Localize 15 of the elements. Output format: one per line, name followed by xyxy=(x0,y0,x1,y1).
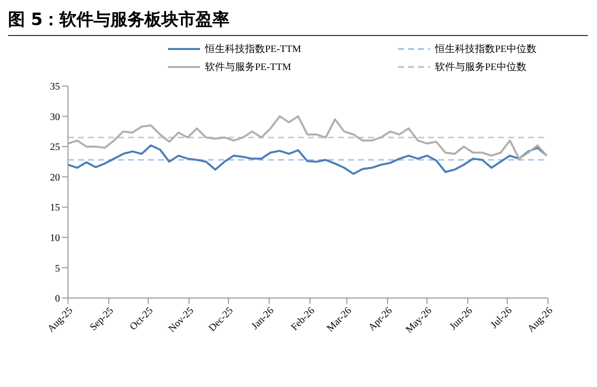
y-tick-label: 25 xyxy=(50,142,60,154)
y-tick-label: 20 xyxy=(50,172,60,184)
line-series xyxy=(68,115,548,160)
y-tick-label: 35 xyxy=(50,82,60,93)
legend-label: 恒生科技指数PE-TTM xyxy=(205,42,302,56)
y-tick-label: 0 xyxy=(55,294,60,305)
y-tick-label: 15 xyxy=(50,202,60,214)
legend-label: 恒生科技指数PE中位数 xyxy=(435,42,537,56)
legend-label: 软件与服务PE中位数 xyxy=(435,60,527,74)
y-tick-label: 5 xyxy=(55,263,60,274)
y-tick-label: 10 xyxy=(50,232,60,244)
chart-title: 图 5：软件与服务板块市盈率 xyxy=(8,8,588,36)
line-series xyxy=(68,144,548,175)
y-tick-label: 30 xyxy=(50,112,60,123)
legend-label: 软件与服务PE-TTM xyxy=(205,60,292,74)
